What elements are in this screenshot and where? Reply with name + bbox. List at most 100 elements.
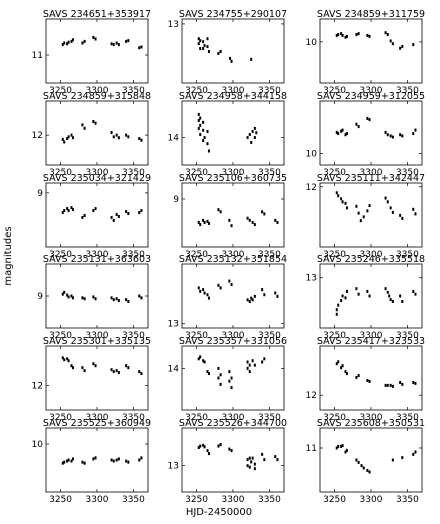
- data-point: [71, 38, 74, 42]
- y-tick-label: 10: [306, 149, 318, 159]
- data-point: [391, 384, 394, 388]
- data-point: [335, 308, 338, 312]
- data-point: [199, 123, 202, 127]
- data-point: [263, 293, 266, 297]
- x-tick-label: 3250: [323, 413, 346, 423]
- data-point: [70, 133, 73, 137]
- data-point: [414, 212, 417, 216]
- data-point: [386, 133, 389, 137]
- data-point: [389, 134, 392, 138]
- data-point: [206, 219, 209, 223]
- data-point: [414, 381, 417, 385]
- data-point: [92, 119, 95, 123]
- x-tick-label: 3250: [185, 331, 208, 341]
- data-point: [230, 282, 233, 286]
- data-point: [217, 208, 220, 212]
- y-tick-label: 12: [32, 131, 43, 141]
- panel-frame: [319, 427, 423, 493]
- panel-frame: [45, 345, 149, 411]
- data-point: [389, 206, 392, 210]
- panel: SAVS 234859+311759 3250 3300 3350 10: [306, 9, 426, 96]
- data-point: [115, 297, 118, 301]
- panel: SAVS 234755+290107 3250 3300 3350 13: [168, 9, 288, 96]
- data-point: [125, 459, 128, 463]
- data-point: [81, 460, 84, 464]
- data-point: [263, 212, 266, 216]
- data-point: [345, 206, 348, 210]
- data-point: [345, 372, 348, 376]
- panel-frame: [181, 263, 285, 329]
- data-point: [66, 207, 69, 211]
- x-tick-label: 3350: [396, 250, 419, 260]
- data-point: [206, 37, 209, 41]
- data-point: [228, 279, 231, 283]
- y-tick-label: 13: [168, 462, 179, 472]
- data-point: [368, 379, 371, 383]
- data-point: [115, 369, 118, 373]
- data-point: [248, 218, 251, 222]
- data-point: [344, 450, 347, 454]
- data-point: [197, 119, 200, 123]
- data-point: [199, 444, 202, 448]
- data-point: [206, 370, 209, 374]
- data-point: [340, 299, 343, 303]
- data-point: [414, 450, 417, 454]
- x-tick-label: 3300: [222, 86, 245, 96]
- x-tick-label: 3300: [86, 331, 109, 341]
- data-point: [248, 456, 251, 460]
- data-point: [81, 215, 84, 219]
- data-point: [366, 468, 369, 472]
- data-point: [414, 128, 417, 132]
- x-tick-label: 3250: [185, 86, 208, 96]
- data-point: [412, 452, 415, 456]
- data-point: [391, 299, 394, 303]
- data-point: [197, 286, 200, 290]
- data-point: [202, 128, 205, 132]
- data-point: [246, 216, 249, 220]
- data-point: [246, 366, 249, 370]
- data-point: [207, 222, 210, 226]
- x-tick-label: 3300: [86, 495, 109, 505]
- data-point: [127, 135, 130, 139]
- panel-title: SAVS 235526+344700: [179, 418, 287, 429]
- data-point: [63, 41, 66, 45]
- x-tick-label: 3300: [86, 168, 109, 178]
- data-point: [399, 46, 402, 50]
- data-point: [125, 210, 128, 214]
- x-tick-label: 3300: [86, 86, 109, 96]
- panel-title: SAVS 234959+312055: [317, 91, 425, 102]
- panel-frame: [45, 427, 149, 493]
- panel: SAVS 235357+331056 3250 3300 3350 14: [168, 336, 288, 423]
- data-point: [335, 191, 338, 195]
- data-point: [110, 458, 113, 462]
- data-point: [412, 289, 415, 293]
- data-point: [197, 220, 200, 224]
- data-point: [384, 287, 387, 291]
- x-tick-label: 3350: [122, 168, 145, 178]
- data-point: [386, 383, 389, 387]
- data-point: [250, 57, 253, 61]
- data-point: [253, 294, 256, 298]
- data-point: [202, 40, 205, 44]
- data-point: [138, 458, 141, 462]
- x-tick-label: 3350: [258, 168, 281, 178]
- panel: SAVS 234651+353917 3250 3300 3350 11: [32, 9, 152, 96]
- data-point: [355, 204, 358, 208]
- data-point: [261, 210, 264, 214]
- data-point: [217, 366, 220, 370]
- data-point: [83, 461, 86, 465]
- data-point: [83, 39, 86, 43]
- x-tick-label: 3250: [49, 331, 72, 341]
- data-point: [340, 366, 343, 370]
- data-point: [251, 359, 254, 363]
- data-point: [63, 460, 66, 464]
- data-point: [94, 456, 97, 460]
- data-point: [207, 149, 210, 153]
- x-tick-label: 3250: [49, 168, 72, 178]
- panel: SAVS 235417+323533 3250 3300 3350 12: [306, 336, 426, 423]
- data-point: [251, 298, 254, 302]
- data-point: [199, 289, 202, 293]
- data-point: [197, 446, 200, 450]
- data-point: [203, 44, 206, 48]
